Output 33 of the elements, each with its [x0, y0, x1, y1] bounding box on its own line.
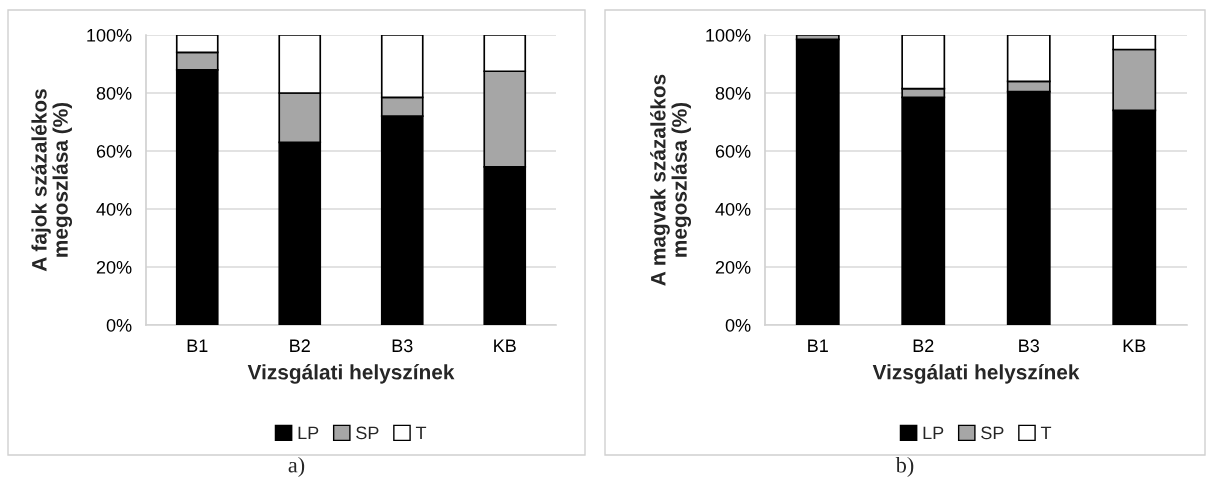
y-tick-label: 80% — [96, 86, 132, 100]
x-axis-title: Vizsgálati helyszínek — [247, 364, 455, 384]
y-tick-label: 100% — [87, 28, 132, 42]
y-tick-label: 20% — [96, 260, 132, 274]
y-tick-label: 40% — [96, 202, 132, 216]
x-tick-label: KB — [494, 339, 516, 352]
y-axis-title: A magvak százalékos megoszlása (%) — [650, 74, 692, 286]
y-axis-title: A fajok százalékos megoszlása (%) — [31, 89, 73, 272]
x-axis-title: Vizsgálati helyszínek — [872, 364, 1080, 384]
x-tick-label: B1 — [808, 339, 828, 352]
bar — [795, 38, 840, 325]
x-tick-label: B3 — [392, 339, 413, 353]
x-tick-label: KB — [1123, 339, 1146, 352]
legend-label: T — [415, 426, 427, 440]
y-tick-label: 40% — [715, 202, 751, 216]
y-tick-label: 60% — [96, 144, 132, 158]
legend-label: LP — [298, 426, 319, 440]
text: b) — [895, 456, 914, 478]
y-tick-label: 0% — [106, 318, 132, 332]
x-tick-label: B2 — [913, 339, 934, 352]
legend-label: SP — [356, 426, 379, 440]
y-tick-label: 80% — [715, 86, 751, 100]
x-tick-label: B2 — [290, 339, 310, 352]
legend-label: T — [1040, 426, 1052, 440]
text: a) — [288, 456, 305, 478]
y-tick-label: 100% — [706, 28, 751, 42]
y-tick-label: 0% — [725, 318, 751, 332]
y-tick-label: 20% — [715, 260, 751, 274]
y-tick-label: 60% — [715, 144, 751, 158]
x-tick-label: B3 — [1019, 339, 1039, 353]
legend-label: LP — [923, 426, 944, 440]
legend-label: SP — [981, 426, 1004, 440]
x-tick-label: B1 — [187, 339, 208, 352]
